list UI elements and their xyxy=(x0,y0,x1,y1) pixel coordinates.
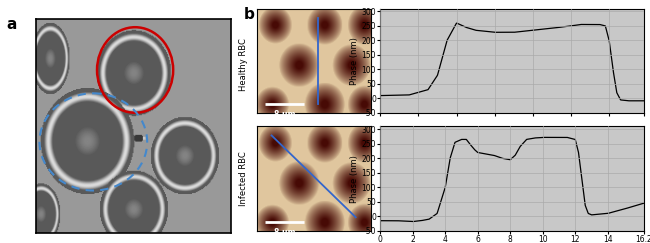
Text: Healthy RBC: Healthy RBC xyxy=(239,38,248,91)
Text: Infected RBC: Infected RBC xyxy=(239,151,248,206)
Text: 8 μm: 8 μm xyxy=(274,228,295,237)
Text: 8 μm: 8 μm xyxy=(274,110,295,119)
Y-axis label: Phase (nm): Phase (nm) xyxy=(350,155,359,203)
Text: b: b xyxy=(244,7,255,22)
Text: a: a xyxy=(6,17,17,32)
Y-axis label: Phase (nm): Phase (nm) xyxy=(350,37,359,85)
